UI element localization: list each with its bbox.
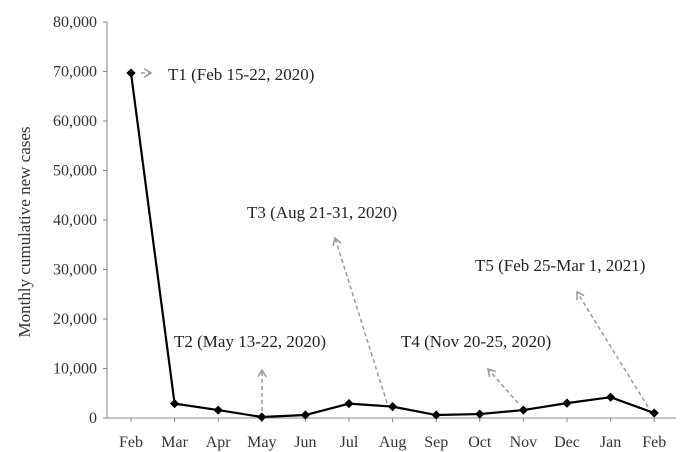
series-line [129,72,655,419]
annotation-label: T4 (Nov 20-25, 2020) [401,332,551,351]
y-tick-label: 70,000 [53,64,97,81]
x-tick-label: Oct [468,434,492,451]
data-point [475,409,485,419]
x-tick-label: Jan [600,434,621,451]
y-tick-label: 10,000 [53,361,97,378]
data-point [300,410,310,420]
x-tick-label: Apr [206,434,232,451]
annotation-arrowhead [257,368,267,378]
data-point [518,405,528,415]
y-tick-label: 80,000 [53,14,97,31]
data-point [344,399,354,409]
annotation-arrow [487,368,519,404]
data-point [562,398,572,408]
x-tick-label: Nov [510,434,538,451]
x-tick-label: Jul [340,434,359,451]
annotation-label: T3 (Aug 21-31, 2020) [247,203,397,222]
annotation-arrowhead [332,236,342,246]
data-point [431,410,441,420]
annotation-label: T2 (May 13-22, 2020) [174,332,326,351]
x-tick-label: Mar [161,434,188,451]
data-point [170,399,180,409]
data-point [606,392,616,402]
y-tick-label: 60,000 [53,113,97,130]
y-tick-label: 30,000 [53,262,97,279]
y-tick-label: 40,000 [53,212,97,229]
x-tick-label: Feb [119,434,143,451]
annotation-arrowhead [576,290,585,301]
data-point [126,68,136,78]
y-tick-label: 20,000 [53,311,97,328]
annotation-label: T1 (Feb 15-22, 2020) [168,65,314,84]
data-point [388,402,398,412]
x-tick-label: Dec [554,434,580,451]
data-point [257,412,267,422]
annotation-arrow [576,291,649,408]
x-tick-label: Sep [424,434,448,451]
data-point [213,405,223,415]
annotation-arrowhead [487,367,496,378]
x-tick-label: Jun [294,434,316,451]
series-layer [126,68,659,422]
x-axis: Feb Mar Apr May Jun Jul Aug Sep Oct Nov Dec Jan Feb [107,417,677,451]
annotation-label: T5 (Feb 25-Mar 1, 2021) [475,256,645,275]
y-axis-title: Monthly cumulative new cases [15,126,34,337]
x-tick-label: Aug [379,434,407,451]
x-tick-label: May [247,434,276,451]
annotation-arrowhead [143,68,153,78]
annotation-layer: T1 (Feb 15-22, 2020) T2 (May 13-22, 2020)… [141,65,649,411]
data-point [649,408,659,418]
annotation-arrow [334,237,388,404]
y-axis: 0 10,000 20,000 30,000 40,000 50,000 60,000 70,… [53,14,108,427]
x-tick-label: Feb [642,434,666,451]
y-tick-label: 0 [89,410,97,427]
y-tick-label: 50,000 [53,163,97,180]
